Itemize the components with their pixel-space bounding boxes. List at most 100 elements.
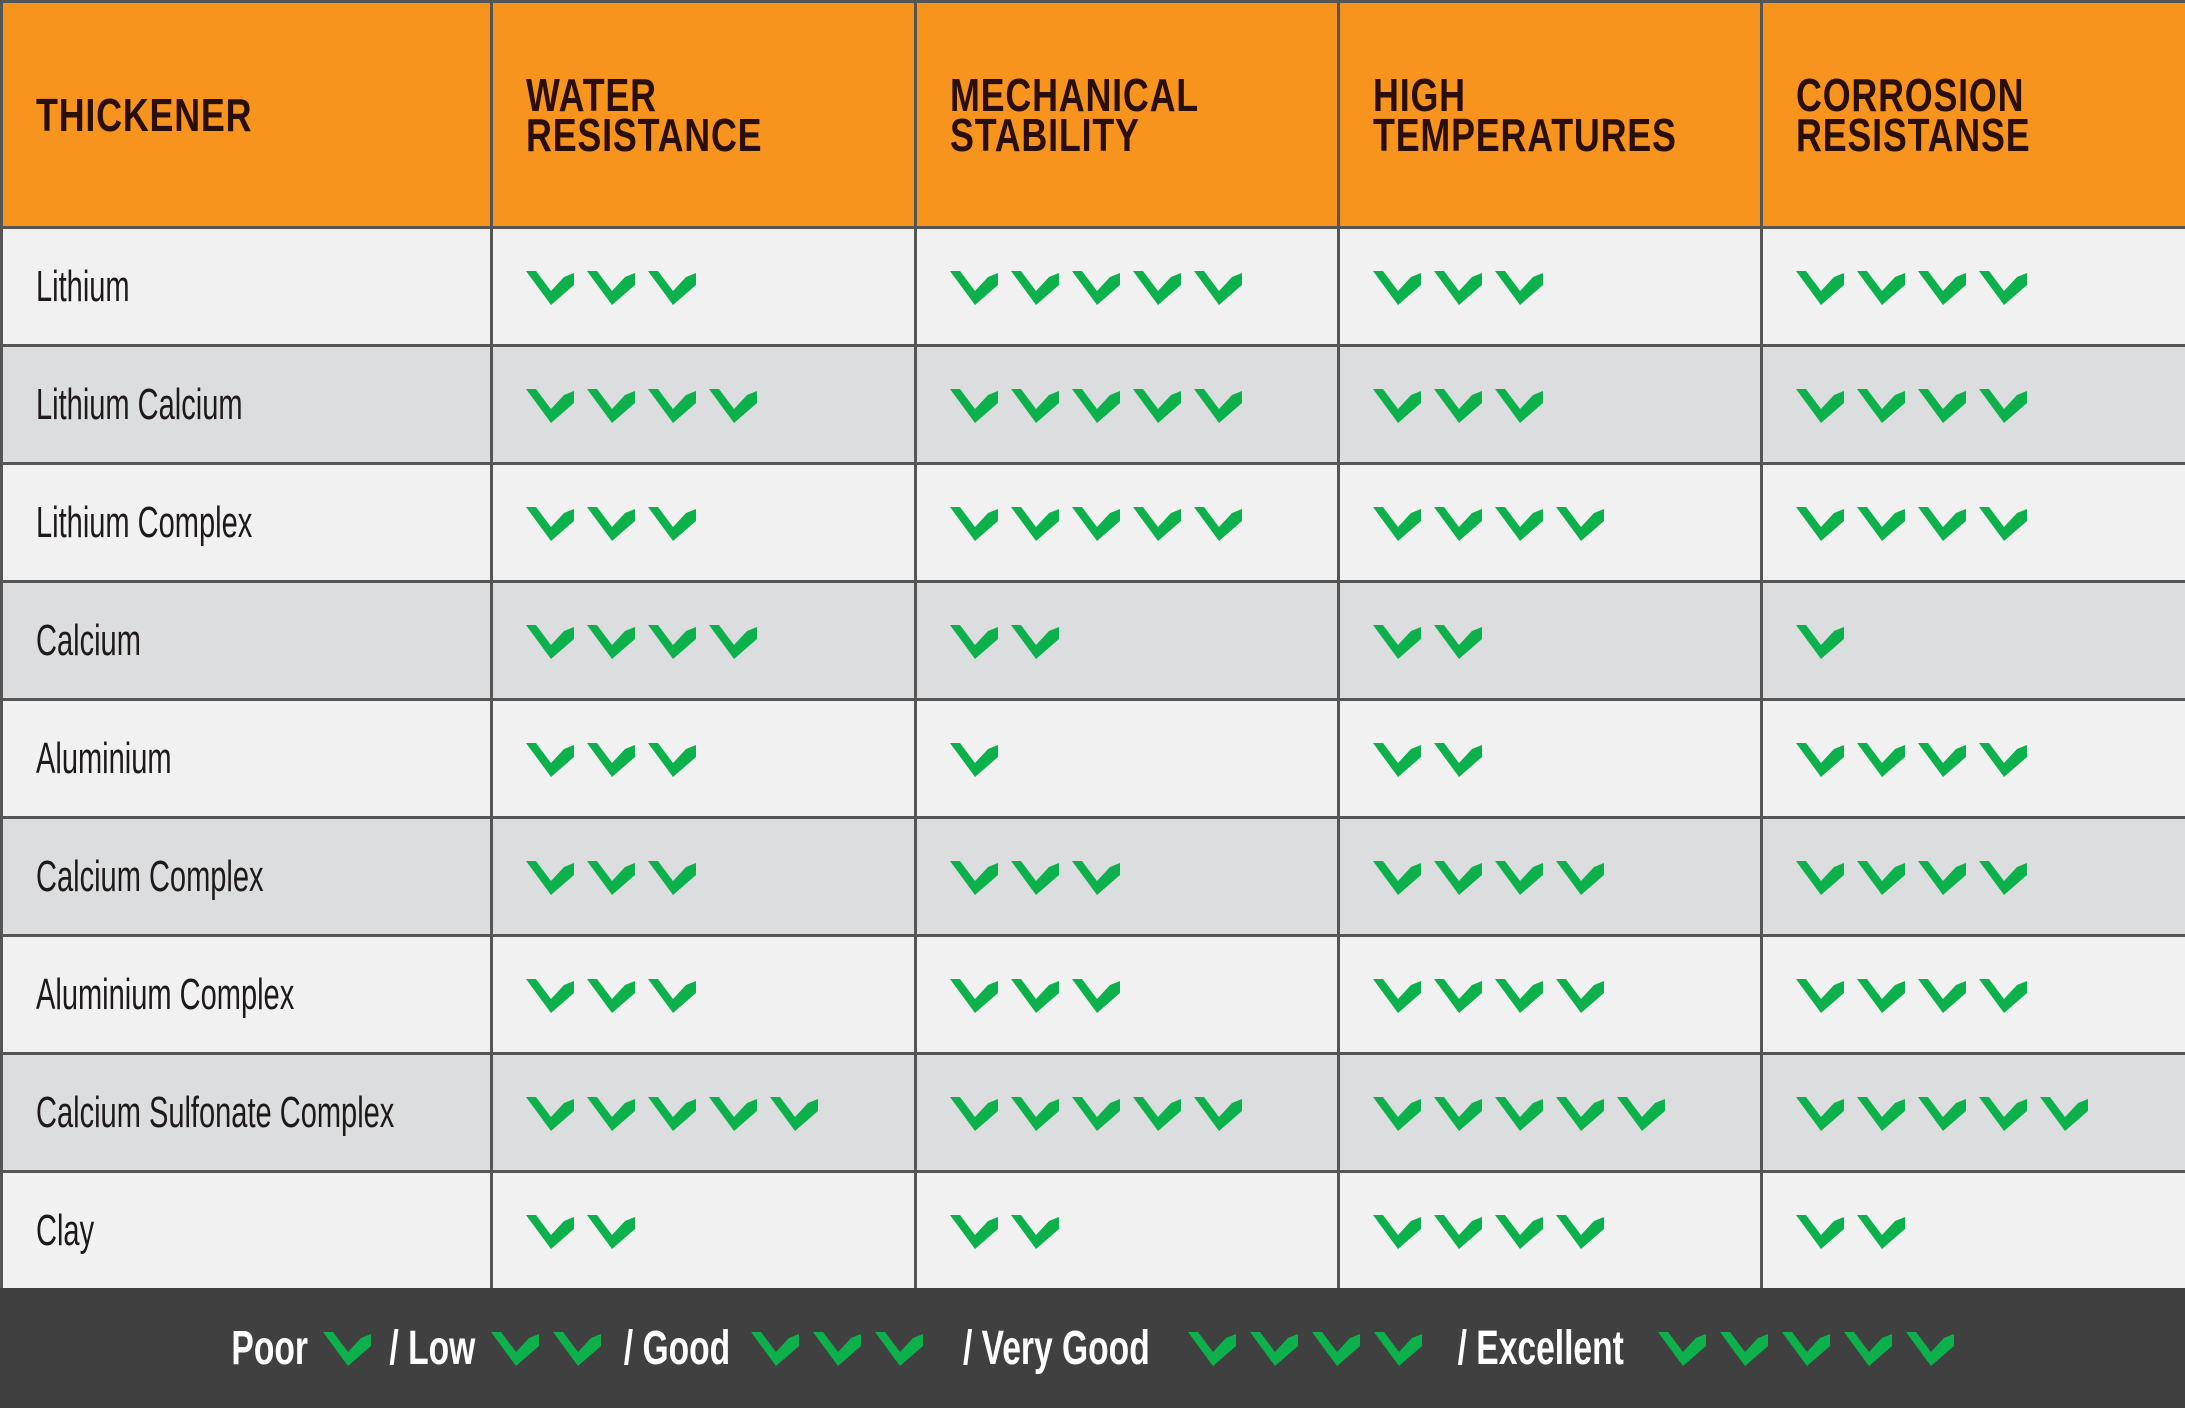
checkmark-icon [648,270,696,305]
rating-checks [950,977,1122,1013]
checkmark-icon [1918,978,1966,1013]
checkmark-icon [1979,270,2027,305]
checkmark-icon [526,742,574,777]
legend-label: / Good [624,1321,731,1375]
checkmark-icon [1373,1214,1421,1249]
checkmark-icon [322,1332,371,1366]
checkmark-icon [491,1332,540,1366]
checkmark-icon [1918,860,1966,895]
checkmark-icon [1979,860,2027,895]
rating-checks [950,859,1122,895]
checkmark-icon [1556,860,1604,895]
checkmark-icon [1194,1096,1242,1131]
rating-legend: Poor / Low / Good / Very Good / Excellent [0,1288,2185,1408]
row-thickener-name: Calcium Sulfonate Complex [3,1055,493,1173]
checkmark-icon [751,1332,800,1366]
rating-checks [526,623,759,659]
rating-checks [1796,859,2029,895]
checkmark-icon [1719,1332,1768,1366]
checkmark-icon [1796,270,1844,305]
rating-cell [493,1173,917,1291]
checkmark-icon [709,388,757,423]
checkmark-icon [1011,270,1059,305]
checkmark-icon [1072,978,1120,1013]
checkmark-icon [1250,1332,1299,1366]
checkmark-icon [1979,978,2027,1013]
rating-cell [917,583,1340,701]
thickener-label: Calcium [36,615,141,665]
column-header: HIGH TEMPERATURES [1340,3,1763,229]
checkmark-icon [1194,270,1242,305]
rating-cell [1340,1055,1763,1173]
checkmark-icon [1905,1332,1954,1366]
checkmark-icon [1011,1096,1059,1131]
column-header-label: HIGH TEMPERATURES [1373,68,1677,161]
checkmark-icon [1857,1096,1905,1131]
rating-checks [526,1095,820,1131]
rating-cell [1340,819,1763,937]
checkmark-icon [1556,1214,1604,1249]
rating-cell [1340,701,1763,819]
checkmark-icon [1857,270,1905,305]
rating-checks [1373,1213,1606,1249]
checkmark-icon [648,860,696,895]
checkmark-icon [1011,1214,1059,1249]
column-header-label: WATER RESISTANCE [526,68,763,161]
rating-checks [1373,387,1545,423]
checkmark-icon [648,624,696,659]
rating-checks [950,505,1244,541]
checkmark-icon [813,1332,862,1366]
checkmark-icon [1011,506,1059,541]
checkmark-icon [950,388,998,423]
checkmark-icon [526,388,574,423]
checkmark-icon [587,860,635,895]
checkmark-icon [1011,624,1059,659]
row-thickener-name: Clay [3,1173,493,1291]
checkmark-icon [1495,388,1543,423]
row-thickener-name: Lithium [3,229,493,347]
rating-cell [917,465,1340,583]
checkmark-icon [1796,388,1844,423]
legend-label: Poor [231,1321,309,1375]
checkmark-icon [1857,860,1905,895]
checkmark-icon [1796,860,1844,895]
checkmark-icon [1857,978,1905,1013]
checkmark-icon [587,506,635,541]
checkmark-icon [1434,742,1482,777]
column-header: THICKENER [3,3,493,229]
checkmark-icon [587,388,635,423]
checkmark-icon [950,1214,998,1249]
checkmark-icon [1556,978,1604,1013]
checkmark-icon [1373,388,1421,423]
rating-checks [526,387,759,423]
column-header: CORROSION RESISTANSE [1763,3,2185,229]
thickener-label: Aluminium Complex [36,969,295,1019]
checkmark-icon [648,1096,696,1131]
checkmark-icon [1657,1332,1706,1366]
checkmark-icon [1918,506,1966,541]
rating-checks [526,269,698,305]
row-thickener-name: Lithium Complex [3,465,493,583]
row-thickener-name: Lithium Calcium [3,347,493,465]
checkmark-icon [1843,1332,1892,1366]
checkmark-icon [709,1096,757,1131]
checkmark-icon [950,1096,998,1131]
checkmark-icon [1495,270,1543,305]
checkmark-icon [1188,1332,1237,1366]
rating-checks [1373,859,1606,895]
legend-label: / Low [389,1321,476,1375]
column-header: MECHANICAL STABILITY [917,3,1340,229]
checkmark-icon [1918,388,1966,423]
rating-checks [1373,269,1545,305]
checkmark-icon [1857,1214,1905,1249]
checkmark-icon [1979,388,2027,423]
checkmark-icon [1495,506,1543,541]
checkmark-icon [1796,978,1844,1013]
row-thickener-name: Aluminium [3,701,493,819]
checkmark-icon [648,978,696,1013]
thickener-label: Lithium Calcium [36,379,243,429]
checkmark-icon [1133,388,1181,423]
checkmark-icon [553,1332,602,1366]
checkmark-icon [526,1214,574,1249]
rating-cell [917,347,1340,465]
